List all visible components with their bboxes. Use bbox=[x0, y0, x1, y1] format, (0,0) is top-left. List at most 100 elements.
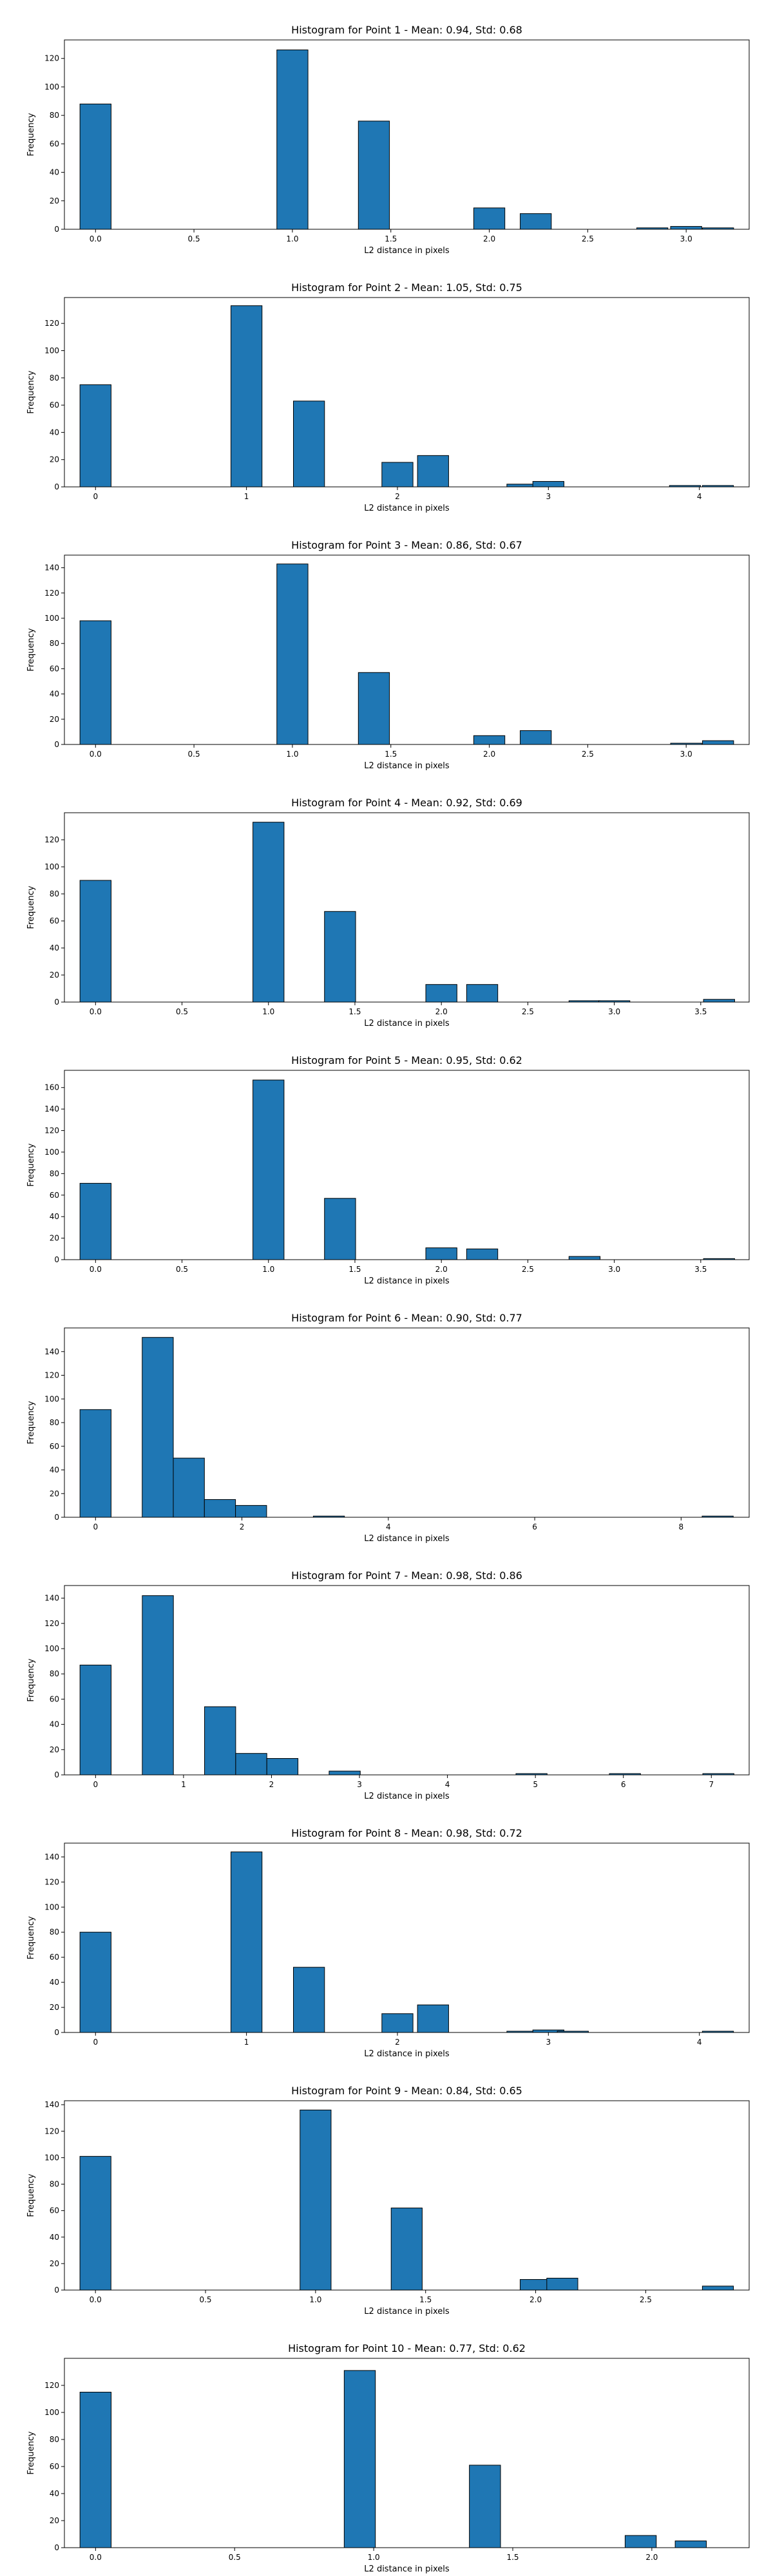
plot-frame bbox=[64, 1070, 750, 1260]
histogram-bar bbox=[674, 2541, 707, 2548]
chart-title: Histogram for Point 9 - Mean: 0.84, Std:… bbox=[291, 2085, 522, 2097]
y-tick-label: 0 bbox=[54, 2028, 59, 2037]
y-axis-label: Frequency bbox=[26, 1916, 36, 1959]
y-tick-label: 60 bbox=[50, 2462, 59, 2471]
x-axis-label: L2 distance in pixels bbox=[364, 2564, 450, 2574]
x-tick-label: 0.5 bbox=[176, 1265, 188, 1274]
histogram-bar bbox=[324, 1198, 356, 1260]
x-tick-label: 1.5 bbox=[348, 1265, 361, 1274]
x-tick-label: 1.0 bbox=[309, 2295, 321, 2304]
x-tick-label: 1.5 bbox=[348, 1007, 361, 1016]
x-tick-label: 4 bbox=[445, 1780, 450, 1789]
y-tick-label: 20 bbox=[50, 1745, 59, 1754]
y-tick-label: 140 bbox=[44, 1104, 59, 1113]
chart-title: Histogram for Point 4 - Mean: 0.92, Std:… bbox=[291, 797, 522, 809]
histogram-bar bbox=[702, 740, 734, 745]
x-tick-label: 1 bbox=[244, 2038, 249, 2047]
x-tick-label: 1.5 bbox=[385, 234, 397, 243]
x-tick-label: 2.0 bbox=[435, 1007, 448, 1016]
histogram-bar bbox=[142, 1595, 174, 1776]
x-tick-label: 1.5 bbox=[419, 2295, 432, 2304]
x-tick-label: 2.5 bbox=[582, 234, 594, 243]
histogram-bar bbox=[624, 2535, 657, 2548]
chart-title: Histogram for Point 6 - Mean: 0.90, Std:… bbox=[291, 1312, 522, 1324]
x-tick-label: 2.5 bbox=[640, 2295, 652, 2304]
y-tick-label: 20 bbox=[50, 455, 59, 464]
y-tick-label: 100 bbox=[44, 1644, 59, 1653]
y-tick-label: 40 bbox=[50, 1212, 59, 1221]
x-tick-label: 5 bbox=[533, 1780, 538, 1789]
histogram-bar bbox=[79, 1664, 112, 1776]
y-axis-label: Frequency bbox=[26, 1143, 36, 1186]
y-tick-label: 120 bbox=[44, 2381, 59, 2390]
y-tick-label: 80 bbox=[50, 889, 59, 898]
histogram-panel: 0.0 0.5 1.0 1.5 2.0 2.5 3.0 0 20 40 60 80 100 120 140 H… bbox=[26, 539, 750, 771]
y-tick-label: 100 bbox=[44, 1394, 59, 1403]
y-tick-label: 40 bbox=[50, 943, 59, 952]
y-tick-label: 60 bbox=[50, 1191, 59, 1200]
y-tick-label: 80 bbox=[50, 1927, 59, 1937]
histogram-bar bbox=[568, 1256, 601, 1260]
chart-title: Histogram for Point 5 - Mean: 0.95, Std:… bbox=[291, 1054, 522, 1066]
x-tick-label: 0.5 bbox=[199, 2295, 211, 2304]
x-tick-label: 2 bbox=[395, 492, 400, 501]
x-tick-label: 0 bbox=[93, 2038, 98, 2047]
histogram-bar bbox=[79, 1182, 111, 1260]
y-tick-label: 60 bbox=[50, 139, 59, 148]
histogram-bar bbox=[235, 1753, 267, 1776]
histogram-bar bbox=[417, 455, 449, 488]
y-tick-label: 80 bbox=[50, 2180, 59, 2189]
y-tick-label: 40 bbox=[50, 2233, 59, 2242]
histogram-bar bbox=[79, 1931, 111, 2033]
x-tick-label: 3.5 bbox=[694, 1265, 707, 1274]
y-tick-label: 40 bbox=[50, 428, 59, 437]
y-tick-label: 80 bbox=[50, 111, 59, 120]
plot-frame bbox=[64, 2358, 750, 2548]
x-tick-label: 1.0 bbox=[262, 1007, 274, 1016]
x-tick-label: 2.0 bbox=[435, 1265, 448, 1274]
chart-title: Histogram for Point 1 - Mean: 0.94, Std:… bbox=[291, 24, 522, 36]
x-tick-label: 1.5 bbox=[385, 750, 397, 759]
x-tick-label: 2 bbox=[395, 2038, 400, 2047]
x-tick-label: 8 bbox=[679, 1522, 684, 1531]
x-tick-label: 4 bbox=[697, 2038, 702, 2047]
histogram-bar bbox=[520, 213, 552, 230]
x-tick-label: 0 bbox=[93, 492, 98, 501]
x-tick-label: 6 bbox=[621, 1780, 626, 1789]
histogram-bar bbox=[79, 103, 111, 230]
y-tick-label: 120 bbox=[44, 1126, 59, 1135]
y-tick-label: 40 bbox=[50, 1720, 59, 1729]
y-tick-label: 0 bbox=[54, 740, 59, 749]
y-tick-label: 80 bbox=[50, 2435, 59, 2444]
y-tick-label: 140 bbox=[44, 564, 59, 573]
x-tick-label: 1 bbox=[181, 1780, 186, 1789]
histogram-bar bbox=[473, 207, 506, 230]
x-tick-label: 3.0 bbox=[680, 750, 692, 759]
histogram-bar bbox=[230, 1852, 263, 2033]
plot-frame bbox=[64, 1585, 750, 1776]
y-tick-label: 100 bbox=[44, 2408, 59, 2417]
histogram-bar bbox=[324, 911, 356, 1003]
x-tick-label: 2.5 bbox=[522, 1265, 534, 1274]
histogram-bar bbox=[358, 120, 390, 230]
y-tick-label: 40 bbox=[50, 2489, 59, 2498]
y-tick-label: 80 bbox=[50, 1418, 59, 1427]
x-tick-label: 0.0 bbox=[90, 2295, 102, 2304]
y-tick-label: 60 bbox=[50, 1694, 59, 1703]
plot-frame bbox=[64, 554, 750, 745]
histogram-bar bbox=[701, 2286, 734, 2291]
histogram-bar bbox=[293, 1967, 325, 2033]
x-axis-label: L2 distance in pixels bbox=[364, 246, 450, 256]
x-tick-label: 1.5 bbox=[506, 2553, 519, 2562]
x-axis-label: L2 distance in pixels bbox=[364, 1534, 450, 1544]
histogram-bar bbox=[79, 880, 111, 1003]
y-tick-label: 120 bbox=[44, 835, 59, 844]
y-tick-label: 60 bbox=[50, 2206, 59, 2215]
y-tick-label: 120 bbox=[44, 1877, 59, 1886]
histogram-bar bbox=[520, 730, 552, 745]
x-tick-label: 3.0 bbox=[680, 234, 692, 243]
histogram-bar bbox=[204, 1706, 236, 1776]
x-tick-label: 2.0 bbox=[530, 2295, 542, 2304]
y-tick-label: 120 bbox=[44, 319, 59, 328]
y-tick-label: 20 bbox=[50, 2003, 59, 2012]
